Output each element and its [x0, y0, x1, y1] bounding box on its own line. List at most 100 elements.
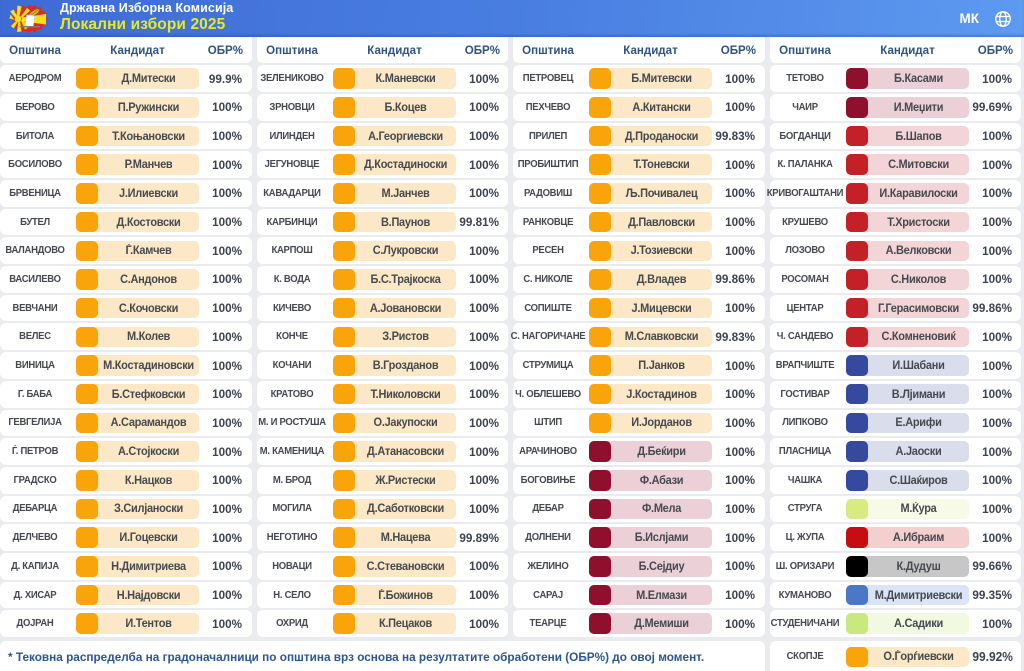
table-row[interactable]: КИЧЕВО А.Јовановски 100% — [256, 294, 508, 322]
table-row[interactable]: ЧАИР И.Меџити 99.69% — [769, 93, 1021, 121]
table-row[interactable]: КАВАДАРЦИ М.Јанчев 100% — [256, 180, 508, 207]
table-row[interactable]: ДОЈРАН И.Тентов 100% — [0, 610, 252, 638]
table-row[interactable]: ДОЛНЕНИ Б.Ислјами 100% — [513, 524, 765, 551]
results-grid: Општина Кандидат ОБР% АЕРОДРОМ Д.Митески… — [0, 37, 1024, 639]
table-row[interactable]: ВРАПЧИШТЕ И.Шабани 100% — [769, 352, 1021, 379]
table-row[interactable]: ГОСТИВАР В.Лјимани 100% — [769, 380, 1021, 408]
table-row[interactable]: СОПИШТЕ Ј.Мицевски 100% — [513, 294, 765, 322]
table-row[interactable]: ВАЛАНДОВО Ѓ.Камчев 100% — [0, 237, 252, 265]
table-row[interactable]: ЧАШКА С.Шаќиров 100% — [769, 466, 1021, 494]
table-row[interactable]: САРАЈ М.Елмази 100% — [513, 581, 765, 609]
table-row[interactable]: ГРАДСКО К.Нацков 100% — [0, 466, 252, 494]
table-row[interactable]: КУМАНОВО М.Димитриевски 99.35% — [769, 581, 1021, 609]
table-row[interactable]: ДЕБАР Ф.Мела 100% — [513, 495, 765, 523]
table-row[interactable]: ПЕТРОВЕЦ Б.Митевски 100% — [513, 65, 765, 92]
table-row[interactable]: КАРПОШ С.Лукровски 100% — [256, 237, 508, 265]
globe-icon[interactable] — [994, 10, 1012, 28]
table-row[interactable]: РАНКОВЦЕ Д.Павловски 100% — [513, 208, 765, 236]
table-row[interactable]: НОВАЦИ С.Стевановски 100% — [256, 552, 508, 580]
municipality-name: ПРИЛЕП — [528, 130, 568, 142]
table-row[interactable]: КОНЧЕ З.Ристов 100% — [256, 323, 508, 351]
table-row[interactable]: ЦЕНТАР Г.Герасимовски 99.86% — [769, 294, 1021, 322]
table-row[interactable]: ШТИП И.Јорданов 100% — [513, 409, 765, 437]
table-row[interactable]: БРВЕНИЦА Ј.Илиевски 100% — [0, 180, 252, 207]
table-row[interactable]: М. КАМЕНИЦА Д.Атанасовски 100% — [256, 438, 508, 465]
table-row[interactable]: К. ВОДА Б.С.Трајкоска 100% — [256, 266, 508, 293]
table-row[interactable]: Ч. ОБЛЕШЕВО Ј.Костадинов 100% — [513, 380, 765, 408]
table-row[interactable]: БИТОЛА Т.Коњановски 100% — [0, 122, 252, 150]
table-row[interactable]: СТРУМИЦА П.Јанков 100% — [513, 352, 765, 379]
table-row[interactable]: С. НАГОРИЧАНЕ М.Славковски 99.83% — [511, 323, 765, 351]
language-switcher[interactable]: МК — [960, 10, 1013, 28]
table-row[interactable]: ЗРНОВЦИ Б.Коцев 100% — [256, 93, 508, 121]
table-row[interactable]: ЛОЗОВО А.Велковски 100% — [769, 237, 1021, 265]
candidate-name: М.Ќура — [899, 502, 937, 516]
table-row[interactable]: Н. СЕЛО Ѓ.Божинов 100% — [256, 581, 508, 609]
table-row[interactable]: ПРОБИШТИП Т.Тоневски 100% — [513, 151, 765, 179]
table-row[interactable]: ОХРИД К.Пецаков 100% — [256, 610, 508, 638]
table-row[interactable]: НЕГОТИНО М.Нацева 99.89% — [256, 524, 508, 551]
processed-percent: 100% — [981, 387, 1012, 402]
candidate-pill: К.Нацков — [76, 470, 199, 491]
table-row[interactable]: К. ПАЛАНКА С.Митовски 100% — [769, 151, 1021, 179]
table-row[interactable]: БЕРОВО П.Ружински 100% — [0, 93, 252, 121]
candidate-name: С.Комненовиќ — [880, 330, 956, 344]
table-row[interactable]: Ш. ОРИЗАРИ К.Дудуш 99.66% — [769, 552, 1021, 580]
table-row[interactable]: КРУШЕВО Т.Христоски 100% — [769, 208, 1021, 236]
table-row[interactable]: Д. ХИСАР Н.Најдовски 100% — [0, 581, 252, 609]
table-row-skopje[interactable]: СКОПЈЕ О.Ѓорѓиевски 99.92% — [769, 641, 1021, 671]
table-row[interactable]: ИЛИНДЕН А.Георгиевски 100% — [256, 122, 508, 150]
table-row[interactable]: ДЕЛЧЕВО И.Гоцевски 100% — [0, 524, 252, 551]
municipality-name: ЧАШКА — [787, 474, 822, 486]
table-row[interactable]: БУТЕЛ Д.Костовски 100% — [0, 208, 252, 236]
table-row[interactable]: РАДОВИШ Љ.Почивалец 100% — [513, 180, 765, 207]
table-row[interactable]: БОГОВИЊЕ Ф.Абази 100% — [513, 466, 765, 494]
table-row[interactable]: ВАСИЛЕВО С.Андонов 100% — [0, 266, 252, 293]
table-row[interactable]: АРАЧИНОВО Д.Беќири 100% — [513, 438, 765, 465]
municipality-name: М. КАМЕНИЦА — [259, 446, 324, 458]
table-row[interactable]: РОСОМАН С.Николов 100% — [769, 266, 1021, 293]
table-row[interactable]: Г. БАБА Б.Стефковски 100% — [0, 380, 252, 408]
processed-percent: 100% — [212, 215, 242, 230]
candidate-pill: А.Сарамандов — [76, 412, 199, 434]
party-color-swatch — [845, 527, 868, 548]
table-row[interactable]: ЛИПКОВО Е.Арифи 100% — [769, 409, 1021, 437]
table-row[interactable]: М. И РОСТУША О.Јакупоски 100% — [256, 409, 508, 437]
table-row[interactable]: РЕСЕН Ј.Тозиевски 100% — [513, 237, 765, 265]
table-row[interactable]: БОГДАНЦИ Б.Шапов 100% — [769, 122, 1021, 150]
table-row[interactable]: Ц. ЖУПА А.Ибраим 100% — [769, 524, 1021, 551]
table-row[interactable]: КРАТОВО Т.Николовски 100% — [256, 380, 508, 408]
table-row[interactable]: ГЕВГЕЛИЈА А.Сарамандов 100% — [0, 409, 252, 437]
table-row[interactable]: ВЕВЧАНИ С.Кочовски 100% — [0, 294, 252, 322]
table-row[interactable]: МОГИЛА Д.Саботковски 100% — [256, 495, 508, 523]
table-row[interactable]: СТУДЕНИЧАНИ А.Садики 100% — [769, 610, 1021, 638]
table-row[interactable]: АЕРОДРОМ Д.Митески 99.9% — [0, 65, 252, 92]
municipality-name: РАНКОВЦЕ — [522, 216, 574, 228]
table-row[interactable]: ВИНИЦА М.Костадиновски 100% — [0, 352, 252, 379]
table-row[interactable]: ПЕХЧЕВО А.Китански 100% — [513, 93, 765, 121]
processed-percent: 100% — [468, 588, 499, 603]
municipality-name: СТРУГА — [787, 503, 822, 515]
processed-percent: 100% — [468, 129, 499, 144]
language-label[interactable]: МК — [959, 11, 980, 26]
table-row[interactable]: С. НИКОЛЕ Д.Владев 99.86% — [513, 266, 765, 293]
table-row[interactable]: ТЕАРЦЕ Д.Мемиши 100% — [513, 610, 765, 638]
table-row[interactable]: Д. КАПИЈА Н.Димитриева 100% — [0, 552, 252, 580]
table-row[interactable]: ВЕЛЕС М.Колев 100% — [0, 323, 252, 351]
table-row[interactable]: ДЕБАРЦА З.Силјаноски 100% — [0, 495, 252, 523]
table-row[interactable]: ЗЕЛЕНИКОВО К.Маневски 100% — [256, 65, 508, 92]
table-row[interactable]: КАРБИНЦИ В.Паунов 99.81% — [256, 208, 508, 236]
table-row[interactable]: ЖЕЛИНО Б.Сејдиу 100% — [513, 552, 765, 580]
table-row[interactable]: КОЧАНИ В.Грозданов 100% — [256, 352, 508, 379]
table-row[interactable]: СТРУГА М.Ќура 100% — [769, 495, 1021, 523]
table-row[interactable]: КРИВОГАШТАНИ И.Каравилоски 100% — [766, 180, 1021, 207]
table-row[interactable]: ЈЕГУНОВЦЕ Д.Костадиноски 100% — [256, 151, 508, 179]
table-row[interactable]: Ѓ. ПЕТРОВ А.Стојкоски 100% — [0, 438, 252, 465]
table-row[interactable]: ПРИЛЕП Д.Проданоски 99.83% — [513, 122, 765, 150]
table-row[interactable]: БОСИЛОВО Р.Манчев 100% — [0, 151, 252, 179]
table-row[interactable]: Ч. САНДЕВО С.Комненовиќ 100% — [769, 323, 1021, 351]
municipality-name: Ч. САНДЕВО — [776, 331, 833, 343]
table-row[interactable]: ТЕТОВО Б.Касами 100% — [769, 65, 1021, 92]
table-row[interactable]: М. БРОД Ж.Ристески 100% — [256, 466, 508, 494]
table-row[interactable]: ПЛАСНИЦА А.Јаоски 100% — [769, 438, 1021, 465]
